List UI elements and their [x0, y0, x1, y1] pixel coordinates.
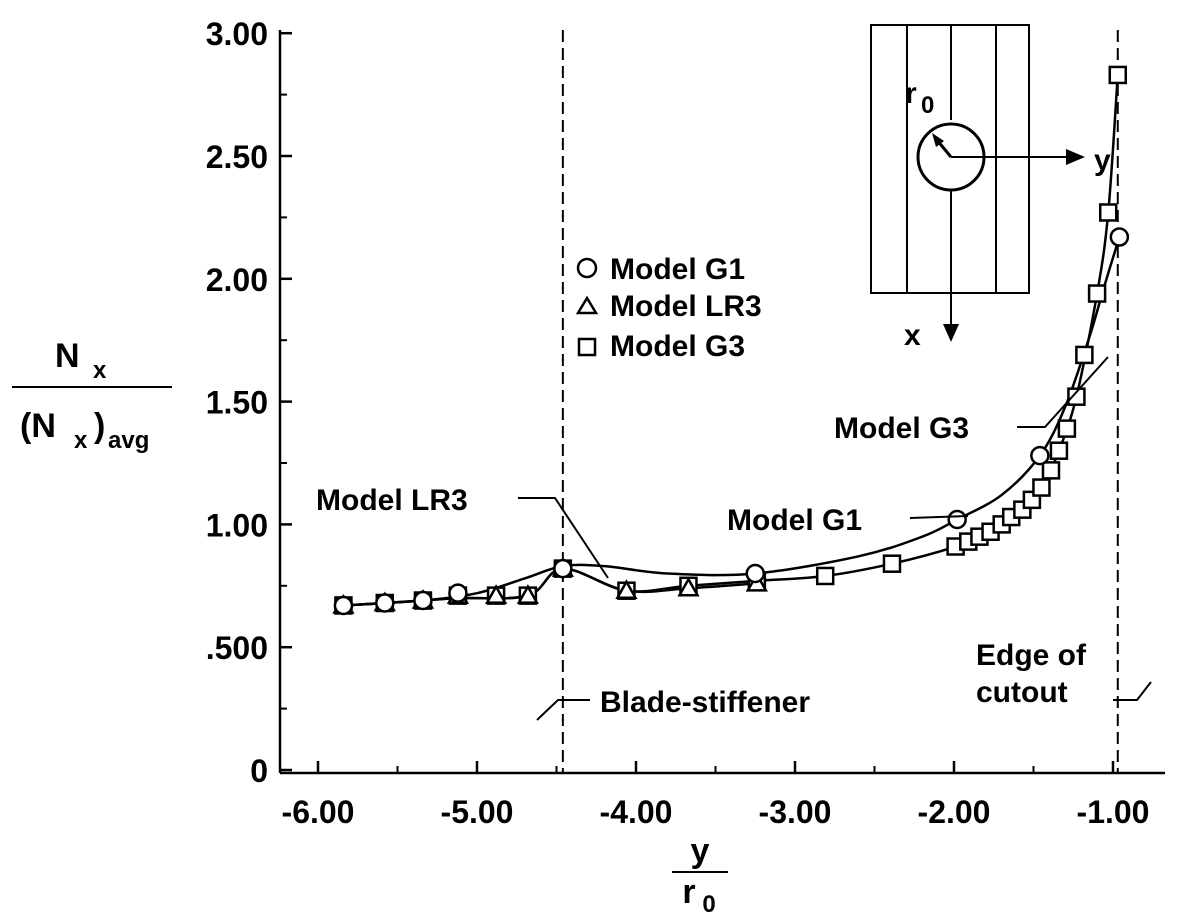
data-point-triangle — [677, 576, 700, 597]
data-point-circle — [333, 595, 354, 616]
annotation-g3-leader — [1017, 356, 1109, 428]
annotation-model-g3: Model G3 — [834, 412, 969, 445]
data-point-square — [1087, 284, 1107, 303]
x-tick-label: -5.00 — [441, 794, 514, 830]
y-tick-label: 2.00 — [206, 262, 268, 298]
y-axis-ticks: 0 .500 1.00 1.50 2.00 2.50 3.00 — [206, 16, 292, 789]
blade-stiffener-leader — [536, 699, 590, 721]
data-point-circle — [1109, 227, 1130, 247]
y-tick-label: 1.00 — [206, 507, 268, 543]
data-point-square — [815, 566, 835, 586]
reference-lines — [561, 30, 1119, 773]
legend-circle-marker — [576, 257, 598, 279]
x-tick-label: -3.00 — [759, 794, 832, 830]
legend-label-g3: Model G3 — [610, 330, 745, 363]
inset-x-label: x — [904, 319, 921, 352]
data-point-triangle — [615, 579, 638, 599]
inset-radius-arrowhead — [932, 133, 944, 147]
x-label-denominator: r — [682, 873, 695, 911]
inset-y-arrowhead — [1066, 149, 1085, 165]
annotation-cutout: cutout — [976, 676, 1068, 709]
x-tick-label: -6.00 — [282, 794, 355, 830]
legend-item-g3: Model G3 — [577, 330, 745, 363]
x-tick-label: -4.00 — [600, 794, 673, 830]
data-point-square — [1098, 203, 1118, 222]
data-point-square — [1067, 387, 1086, 406]
x-label-numerator: y — [691, 832, 710, 870]
data-point-circle — [553, 558, 573, 579]
annotations: Model LR3 Model G1 Model G3 Blade-stiffe… — [316, 356, 1152, 721]
y-label-numerator-sub: x — [93, 357, 107, 384]
annotation-edge-of: Edge of — [976, 639, 1087, 672]
legend-item-g1: Model G1 — [576, 253, 745, 286]
x-label-denominator-sub: 0 — [702, 891, 715, 918]
x-axis-label: y r 0 — [672, 832, 728, 918]
edge-cutout-leader — [1113, 681, 1152, 701]
data-point-circle — [413, 590, 433, 611]
y-label-denominator: (N — [20, 407, 56, 445]
data-point-circle — [947, 509, 967, 530]
inset-x-arrowhead — [943, 324, 959, 342]
data-point-circle — [448, 583, 468, 603]
data-point-square — [882, 554, 902, 573]
y-tick-label: .500 — [206, 630, 268, 666]
data-point-triangle — [516, 584, 540, 604]
y-axis-label: N x (N x ) avg — [12, 337, 172, 454]
inset-y-label: y — [1094, 144, 1111, 177]
annotation-blade-stiffener: Blade-stiffener — [600, 686, 810, 719]
data-point-square — [1049, 441, 1069, 460]
y-tick-label: 1.50 — [206, 385, 268, 421]
legend-square-marker — [577, 337, 597, 357]
annotation-lr3-leader — [518, 497, 609, 579]
legend-item-lr3: Model LR3 — [575, 290, 762, 323]
inset-schematic: r 0 y x — [870, 24, 1111, 352]
y-tick-label: 0 — [250, 753, 268, 789]
y-label-denominator-sub2: avg — [108, 427, 149, 454]
series-markers — [332, 65, 1130, 616]
data-point-circle — [375, 593, 395, 613]
legend-label-lr3: Model LR3 — [610, 290, 762, 323]
y-label-numerator: N — [55, 337, 80, 375]
inset-r-label: r — [905, 77, 917, 110]
x-axis-ticks: -6.00 -5.00 -4.00 -3.00 -2.00 -1.00 — [282, 761, 1150, 830]
data-point-circle — [1030, 445, 1050, 466]
y-label-denominator-sub: x — [74, 427, 88, 454]
annotation-model-g1: Model G1 — [727, 504, 862, 537]
data-point-triangle — [484, 584, 508, 604]
data-point-square — [1108, 65, 1128, 85]
annotation-model-lr3: Model LR3 — [316, 484, 468, 517]
y-label-denominator-close: ) — [94, 407, 105, 445]
legend: Model G1 Model LR3 Model G3 — [575, 253, 762, 363]
y-tick-label: 3.00 — [206, 16, 268, 52]
data-point-square — [1075, 345, 1094, 365]
inset-r-sub-label: 0 — [921, 92, 934, 119]
legend-triangle-marker — [575, 295, 599, 315]
x-tick-label: -1.00 — [1077, 794, 1150, 830]
data-point-circle — [745, 563, 765, 584]
x-tick-label: -2.00 — [918, 794, 991, 830]
annotation-g1-leader — [909, 515, 969, 519]
y-tick-label: 2.50 — [206, 139, 268, 175]
data-point-square — [1057, 419, 1077, 438]
data-point-square — [1041, 461, 1061, 480]
data-point-square — [1032, 478, 1051, 497]
legend-label-g1: Model G1 — [610, 253, 745, 286]
